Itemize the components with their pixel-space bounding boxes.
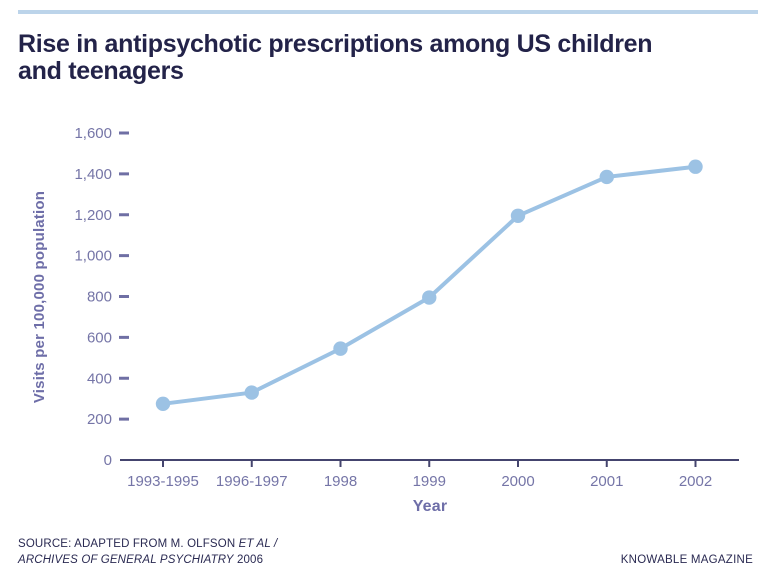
data-point — [599, 169, 614, 185]
axes-group: 0 200 400 600 800 1,000 1,200 1,400 1,600 1993-19… — [74, 125, 739, 490]
data-line — [161, 164, 698, 406]
x-tick-label: 2001 — [590, 473, 623, 490]
x-tick-label: 2002 — [679, 473, 712, 490]
y-tick-label: 1,200 — [74, 207, 112, 224]
data-series-group — [155, 159, 703, 411]
data-point — [244, 385, 259, 400]
y-tick-label: 1,400 — [74, 166, 112, 183]
x-tick-label: 1999 — [413, 473, 446, 490]
publisher-credit: KNOWABLE MAGAZINE — [620, 554, 753, 566]
y-tick-label: 600 — [87, 329, 112, 346]
source-line2-italic: ARCHIVES OF GENERAL PSYCHIATRY — [18, 554, 234, 566]
x-tick-label: 2000 — [501, 473, 534, 490]
source-line2-regular: 2006 — [233, 554, 264, 566]
source-line1-regular: SOURCE: ADAPTED FROM M. OLFSON — [18, 538, 239, 550]
source-line1-italic: ET AL / — [238, 538, 278, 550]
y-tick-label: 400 — [87, 370, 112, 387]
y-tick-label: 1,000 — [74, 248, 112, 265]
y-tick-label: 1,600 — [74, 125, 112, 142]
y-tick-label: 200 — [87, 411, 112, 428]
top-accent-rule — [18, 10, 758, 14]
data-point — [333, 341, 348, 356]
y-axis-title: Visits per 100,000 population — [31, 191, 48, 403]
line-chart: 0 200 400 600 800 1,000 1,200 1,400 1,600 1993-19… — [31, 125, 739, 515]
x-tick-label: 1996-1997 — [216, 473, 288, 490]
x-tick-label: 1993-1995 — [127, 473, 199, 490]
data-point — [422, 290, 437, 305]
data-point — [688, 159, 703, 174]
data-point — [510, 208, 526, 223]
y-tick-label: 800 — [87, 289, 112, 306]
y-tick-label: 0 — [104, 452, 112, 469]
footer: SOURCE: ADAPTED FROM M. OLFSON ET AL / A… — [18, 536, 753, 568]
x-tick-label: 1998 — [324, 473, 357, 490]
x-axis-title: Year — [413, 498, 448, 515]
chart-title: Rise in antipsychotic prescriptions amon… — [18, 30, 653, 85]
data-point — [155, 396, 171, 411]
source-attribution: SOURCE: ADAPTED FROM M. OLFSON ET AL / A… — [18, 536, 277, 568]
